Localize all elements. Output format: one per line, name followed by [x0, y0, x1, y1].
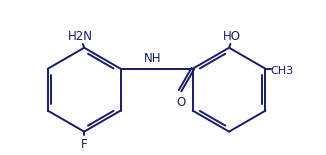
Text: CH3: CH3: [271, 66, 294, 76]
Text: H2N: H2N: [68, 30, 93, 43]
Text: NH: NH: [143, 52, 161, 65]
Text: F: F: [81, 138, 87, 151]
Text: O: O: [177, 96, 186, 109]
Text: HO: HO: [223, 30, 241, 43]
